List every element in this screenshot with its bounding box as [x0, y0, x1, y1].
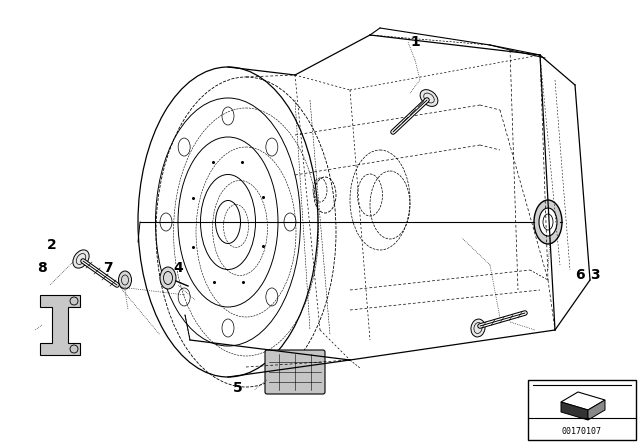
Ellipse shape	[534, 200, 562, 244]
Text: 7: 7	[103, 261, 113, 275]
Ellipse shape	[539, 208, 557, 236]
Polygon shape	[561, 402, 588, 420]
Bar	[528, 380, 636, 440]
Ellipse shape	[73, 250, 89, 268]
Text: 1: 1	[410, 35, 420, 49]
Text: 5: 5	[233, 381, 243, 395]
Polygon shape	[40, 295, 80, 355]
Ellipse shape	[160, 267, 176, 289]
Polygon shape	[561, 392, 605, 410]
Ellipse shape	[471, 319, 485, 337]
Text: 3: 3	[590, 268, 600, 282]
Ellipse shape	[118, 271, 131, 289]
Ellipse shape	[420, 90, 438, 106]
Text: 2: 2	[47, 238, 57, 252]
Polygon shape	[588, 400, 605, 420]
Text: 8: 8	[37, 261, 47, 275]
Text: 6: 6	[575, 268, 585, 282]
Text: 4: 4	[173, 261, 183, 275]
FancyBboxPatch shape	[265, 350, 325, 394]
Text: 00170107: 00170107	[562, 426, 602, 435]
